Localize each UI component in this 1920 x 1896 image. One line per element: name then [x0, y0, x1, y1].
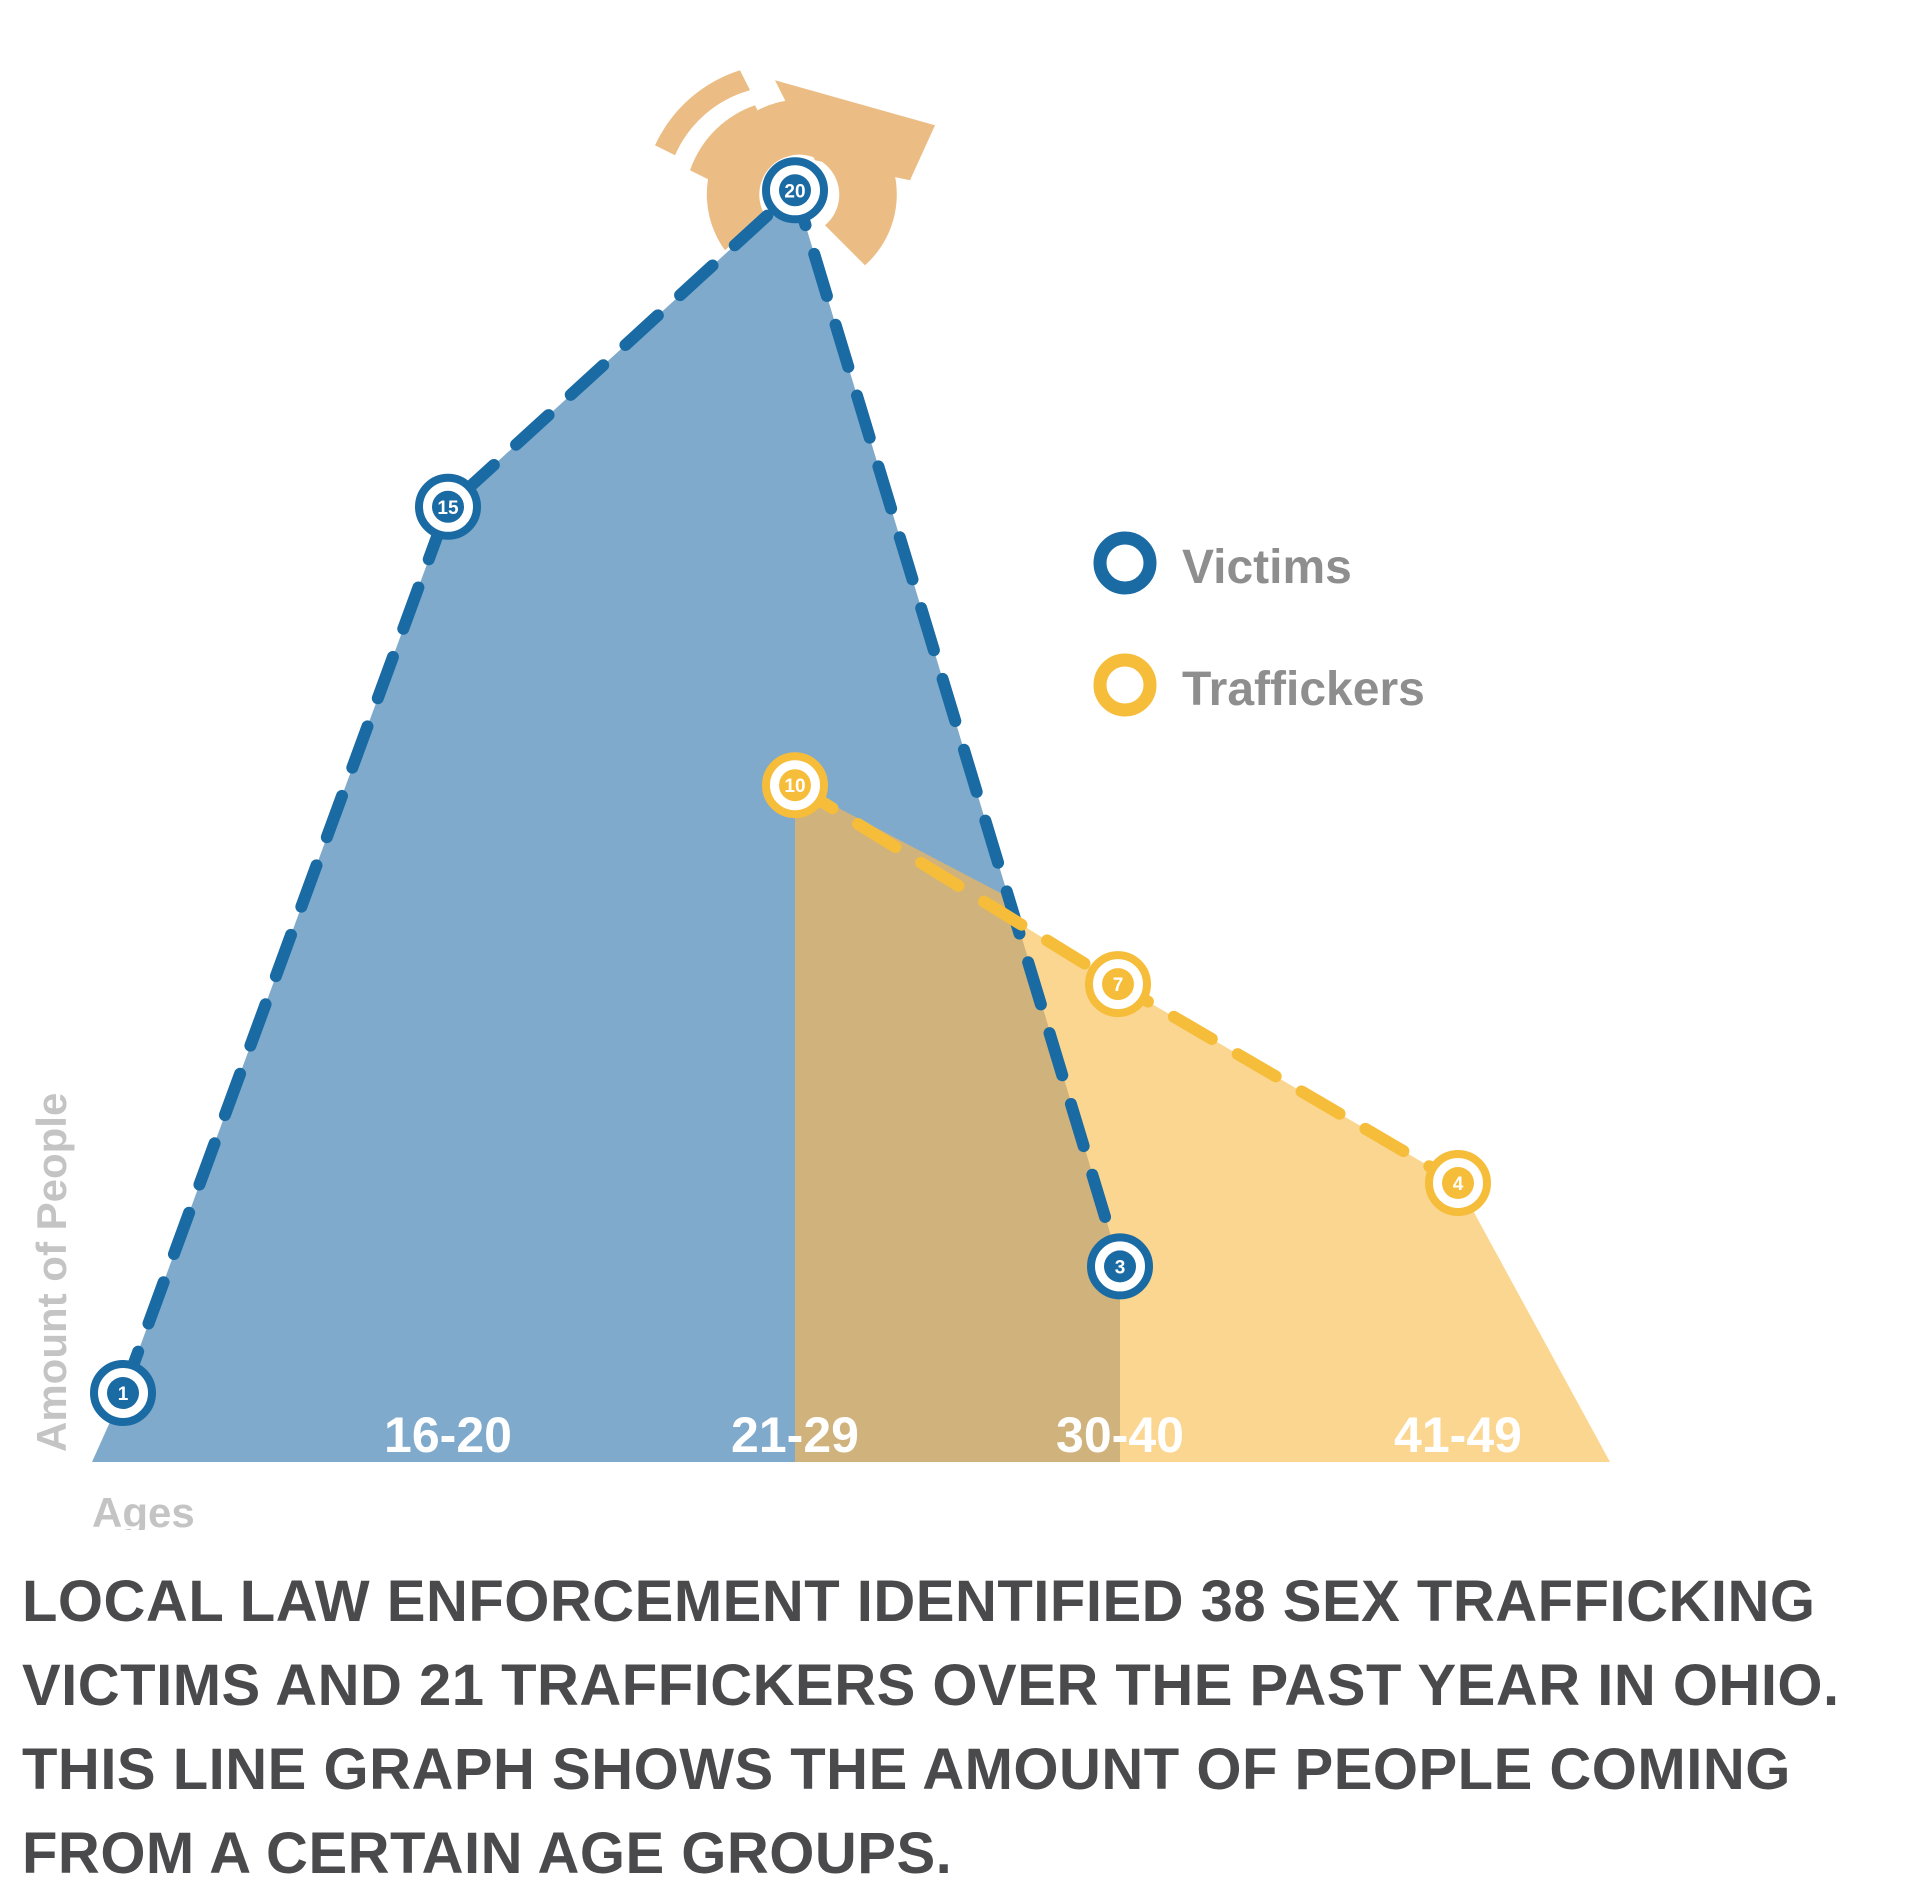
legend-marker-traffickers: [1093, 653, 1157, 717]
legend-label-traffickers: Traffickers: [1182, 663, 1425, 716]
legend-marker-victims: [1093, 531, 1157, 595]
data-point-core: [1104, 1250, 1136, 1283]
data-point-core: [779, 769, 811, 802]
overlap-area: [795, 785, 1120, 1462]
traffickers-point: 4: [1425, 1150, 1491, 1216]
chart-caption: LOCAL LAW ENFORCEMENT IDENTIFIED 38 SEX …: [22, 1569, 1840, 1886]
data-point-core: [1442, 1167, 1474, 1199]
x-axis-label: Ages: [92, 1489, 195, 1530]
x-tick-label: 21-29: [731, 1407, 859, 1463]
label-layer: Ages Amount of People 16-20 21-29 30-40 41-…: [28, 1093, 1522, 1530]
line-chart: 1 15 20 3 10 7 4 Ages Amount of People 16-20 21…: [28, 70, 1610, 1530]
area-layer: [92, 190, 1610, 1462]
data-label: 10: [784, 776, 805, 797]
x-tick-label: 16-20: [384, 1407, 512, 1463]
data-label: 15: [437, 498, 459, 519]
data-point-core: [779, 174, 811, 207]
victims-point: 20: [762, 157, 828, 224]
data-label: 1: [118, 1384, 129, 1405]
x-tick-label: 30-40: [1056, 1407, 1184, 1463]
victims-line: [117, 179, 1126, 1399]
data-point-core: [107, 1377, 139, 1409]
legend-label-victims: Victims: [1182, 541, 1352, 594]
data-point-core: [1102, 968, 1134, 1001]
data-label: 20: [784, 181, 805, 202]
data-point-core: [432, 490, 464, 523]
traffickers-point: 7: [1085, 951, 1151, 1018]
data-label: 4: [1453, 1174, 1464, 1195]
legend-item-traffickers: Traffickers: [1093, 653, 1425, 717]
x-tick-label: 41-49: [1394, 1407, 1522, 1463]
legend-item-victims: Victims: [1093, 531, 1352, 595]
y-axis-label: Amount of People: [28, 1093, 75, 1452]
point-layer: 1 15 20 3 10 7 4: [90, 157, 1491, 1426]
data-label: 7: [1113, 975, 1124, 996]
victims-point: 3: [1087, 1233, 1153, 1300]
legend: Victims Traffickers: [1093, 531, 1425, 717]
victims-point: 1: [90, 1360, 156, 1426]
data-label: 3: [1115, 1257, 1126, 1278]
traffickers-point: 10: [762, 752, 828, 819]
victims-point: 15: [415, 473, 481, 540]
